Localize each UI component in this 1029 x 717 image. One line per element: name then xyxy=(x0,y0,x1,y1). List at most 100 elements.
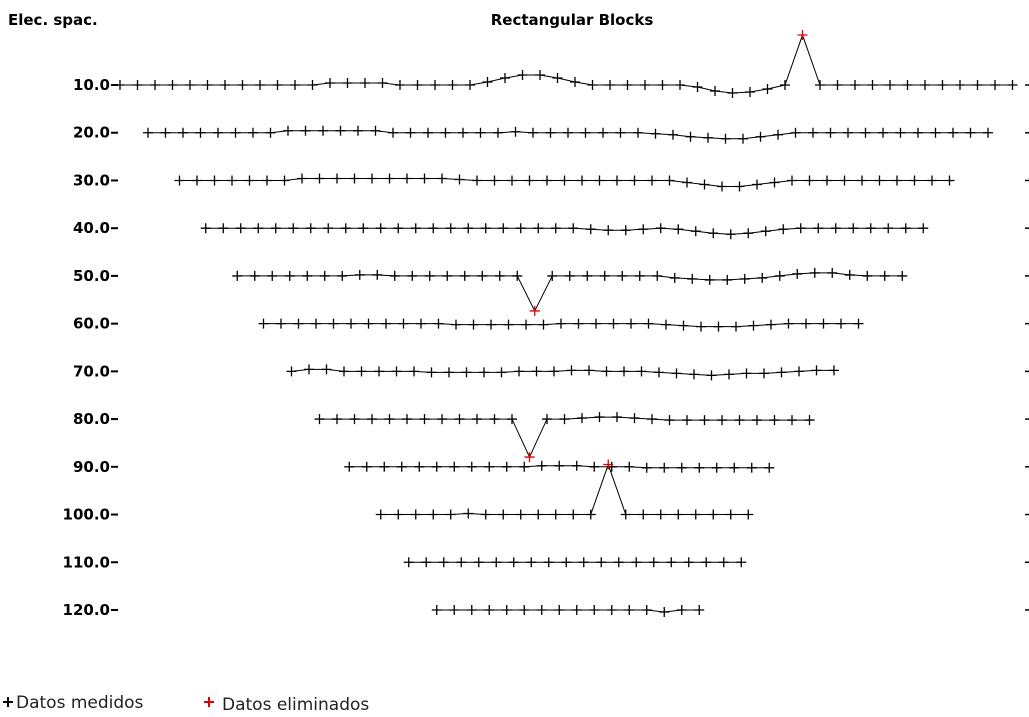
y-tick-label: 100.0 xyxy=(63,506,110,524)
measured-point xyxy=(437,414,447,425)
measured-point xyxy=(384,173,395,184)
measured-point xyxy=(449,604,460,615)
measured-point xyxy=(220,80,230,91)
measured-point xyxy=(913,127,923,138)
measured-point xyxy=(466,604,477,615)
measured-point xyxy=(563,127,573,138)
measured-point xyxy=(314,414,325,425)
measured-point xyxy=(830,223,841,234)
measured-point xyxy=(480,223,491,234)
measured-point xyxy=(671,368,682,379)
measured-point xyxy=(454,174,465,185)
measured-point xyxy=(410,223,421,234)
measured-point xyxy=(508,557,519,568)
measured-point xyxy=(472,175,482,186)
measured-point xyxy=(734,415,745,426)
measured-point xyxy=(293,318,304,329)
measured-point xyxy=(587,80,598,91)
measured-point xyxy=(844,269,855,280)
measured-point xyxy=(760,226,771,237)
measured-point xyxy=(559,414,570,425)
measured-point xyxy=(895,127,906,138)
measured-point xyxy=(640,80,650,91)
legend-label: Datos medidos xyxy=(16,693,144,713)
measured-point xyxy=(416,318,426,329)
measured-point xyxy=(430,80,440,91)
measured-point xyxy=(641,604,652,615)
measured-point xyxy=(566,365,577,376)
measured-point xyxy=(550,223,561,234)
measured-point xyxy=(892,175,902,186)
measured-point xyxy=(552,73,563,84)
measured-point xyxy=(379,461,390,472)
measured-point xyxy=(456,557,467,568)
measured-point xyxy=(255,80,265,91)
measured-point xyxy=(811,365,822,376)
measured-point xyxy=(867,80,878,91)
measured-point xyxy=(272,80,283,91)
measured-point xyxy=(790,127,801,138)
measured-point xyxy=(720,133,731,144)
measured-point xyxy=(237,80,248,91)
measured-point xyxy=(764,462,775,473)
measured-point xyxy=(598,127,608,138)
measured-point xyxy=(638,224,649,235)
measured-point xyxy=(661,319,671,330)
measured-point xyxy=(743,509,754,520)
measured-point xyxy=(160,127,171,138)
measured-point xyxy=(512,270,523,281)
measured-point xyxy=(484,461,495,472)
measured-point xyxy=(227,175,237,186)
measured-point xyxy=(407,270,418,281)
measured-point xyxy=(865,223,876,234)
measured-point xyxy=(585,224,596,235)
measured-point xyxy=(918,223,929,234)
measured-point xyxy=(396,461,407,472)
measured-point xyxy=(337,270,348,281)
measured-point xyxy=(612,175,622,186)
measured-point xyxy=(620,509,631,520)
measured-point xyxy=(794,366,804,377)
measured-point xyxy=(297,173,307,184)
measured-point xyxy=(741,368,752,379)
measured-point xyxy=(594,412,605,423)
measured-point xyxy=(480,509,491,520)
measured-point xyxy=(836,318,846,329)
measured-point xyxy=(685,131,696,142)
measured-point xyxy=(568,223,579,234)
measured-point xyxy=(290,80,300,91)
measured-point xyxy=(433,318,444,329)
measured-point xyxy=(591,318,601,329)
measured-point xyxy=(410,509,421,520)
profile-line xyxy=(436,609,700,613)
measured-point xyxy=(900,223,911,234)
measured-point xyxy=(652,270,663,281)
measured-point xyxy=(561,557,572,568)
measured-point xyxy=(804,415,815,426)
measured-point xyxy=(909,175,920,186)
measured-point xyxy=(752,179,762,190)
measured-point xyxy=(669,272,680,283)
measured-point xyxy=(650,128,661,139)
measured-point xyxy=(629,413,640,424)
measured-point xyxy=(853,318,864,329)
measured-point xyxy=(174,175,185,186)
measured-point xyxy=(762,84,773,95)
measured-point xyxy=(664,175,675,186)
measured-point xyxy=(267,270,278,281)
measured-point xyxy=(498,223,509,234)
measured-point xyxy=(694,604,705,615)
measured-point xyxy=(787,415,797,426)
measured-point xyxy=(825,127,836,138)
measured-point xyxy=(276,318,286,329)
y-tick-label: 60.0 xyxy=(73,315,110,333)
measured-point xyxy=(729,462,740,473)
measured-point xyxy=(603,225,614,236)
measured-point xyxy=(620,225,631,236)
measured-point xyxy=(491,557,502,568)
measured-point xyxy=(286,366,297,377)
profile-line xyxy=(291,368,834,376)
measured-point xyxy=(143,127,153,138)
legend-label: Datos eliminados xyxy=(222,695,369,715)
measured-point xyxy=(412,80,423,91)
